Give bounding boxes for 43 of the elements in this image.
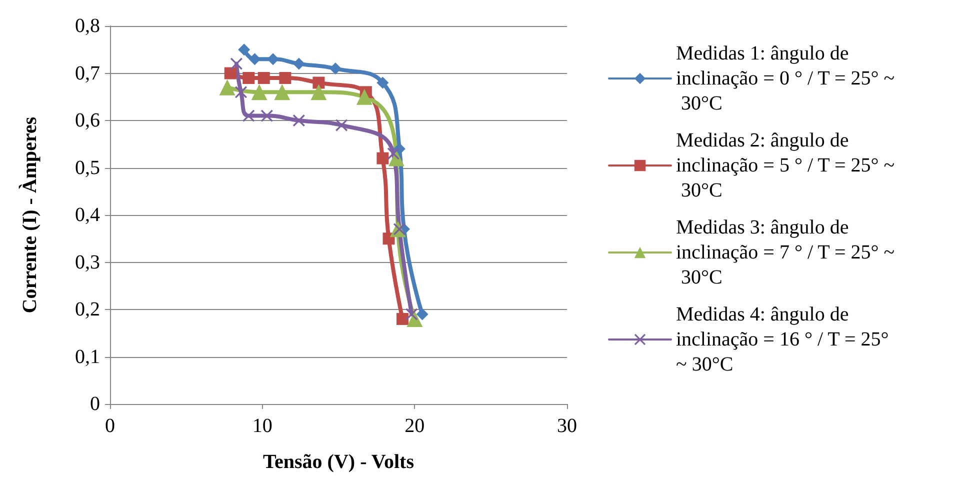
point: [238, 44, 250, 56]
legend-label: Medidas 4: ângulo de inclinação = 16 ° / T = 25° ~ 30°C: [676, 304, 894, 376]
point: [376, 76, 389, 89]
x-tick-label: 30: [557, 415, 577, 437]
point: [230, 58, 242, 70]
point: [376, 152, 389, 164]
legend-label: Medidas 2: ângulo de inclinação = 5 ° / T = 25° ~ 30°C: [676, 130, 895, 202]
point: [260, 110, 273, 122]
legend-label: Medidas 1: ângulo de inclinação = 0 ° / T = 25° ~ 30°C: [676, 42, 895, 114]
point: [258, 72, 270, 84]
y-tick-label: 0,7: [75, 62, 100, 84]
point: [329, 62, 342, 75]
point: [224, 67, 236, 80]
y-tick-label: 0,3: [75, 251, 100, 274]
point: [274, 84, 290, 100]
point: [396, 312, 408, 325]
point: [242, 110, 255, 122]
point: [292, 58, 305, 70]
point: [251, 84, 268, 100]
y-tick-label: 0: [90, 393, 100, 415]
point: [242, 72, 255, 84]
y-tick-label: 0,5: [75, 156, 100, 179]
y-tick-label: 0,1: [75, 346, 100, 368]
point: [388, 150, 404, 166]
y-axis-title: Corrente (I) - Àmperes: [18, 116, 41, 314]
point: [312, 76, 325, 89]
point: [356, 88, 372, 105]
x-tick-label: 10: [252, 415, 272, 437]
point: [235, 86, 248, 98]
y-tick-label: 0,8: [75, 15, 100, 37]
point: [416, 308, 428, 320]
point: [292, 114, 305, 126]
point: [310, 84, 327, 100]
y-tick-label: 0,2: [75, 298, 100, 320]
point: [219, 79, 236, 96]
legend-label: Medidas 3: ângulo de inclinação = 7 ° / T = 25° ~ 30°C: [676, 216, 895, 288]
y-tick-label: 0,4: [75, 204, 100, 226]
y-tick-label: 0,6: [75, 110, 100, 132]
point: [336, 119, 348, 132]
x-tick-label: 0: [105, 415, 115, 437]
x-axis-title: Tensão (V) - Volts: [263, 451, 414, 473]
x-tick-label: 20: [404, 415, 425, 437]
point: [279, 72, 292, 84]
